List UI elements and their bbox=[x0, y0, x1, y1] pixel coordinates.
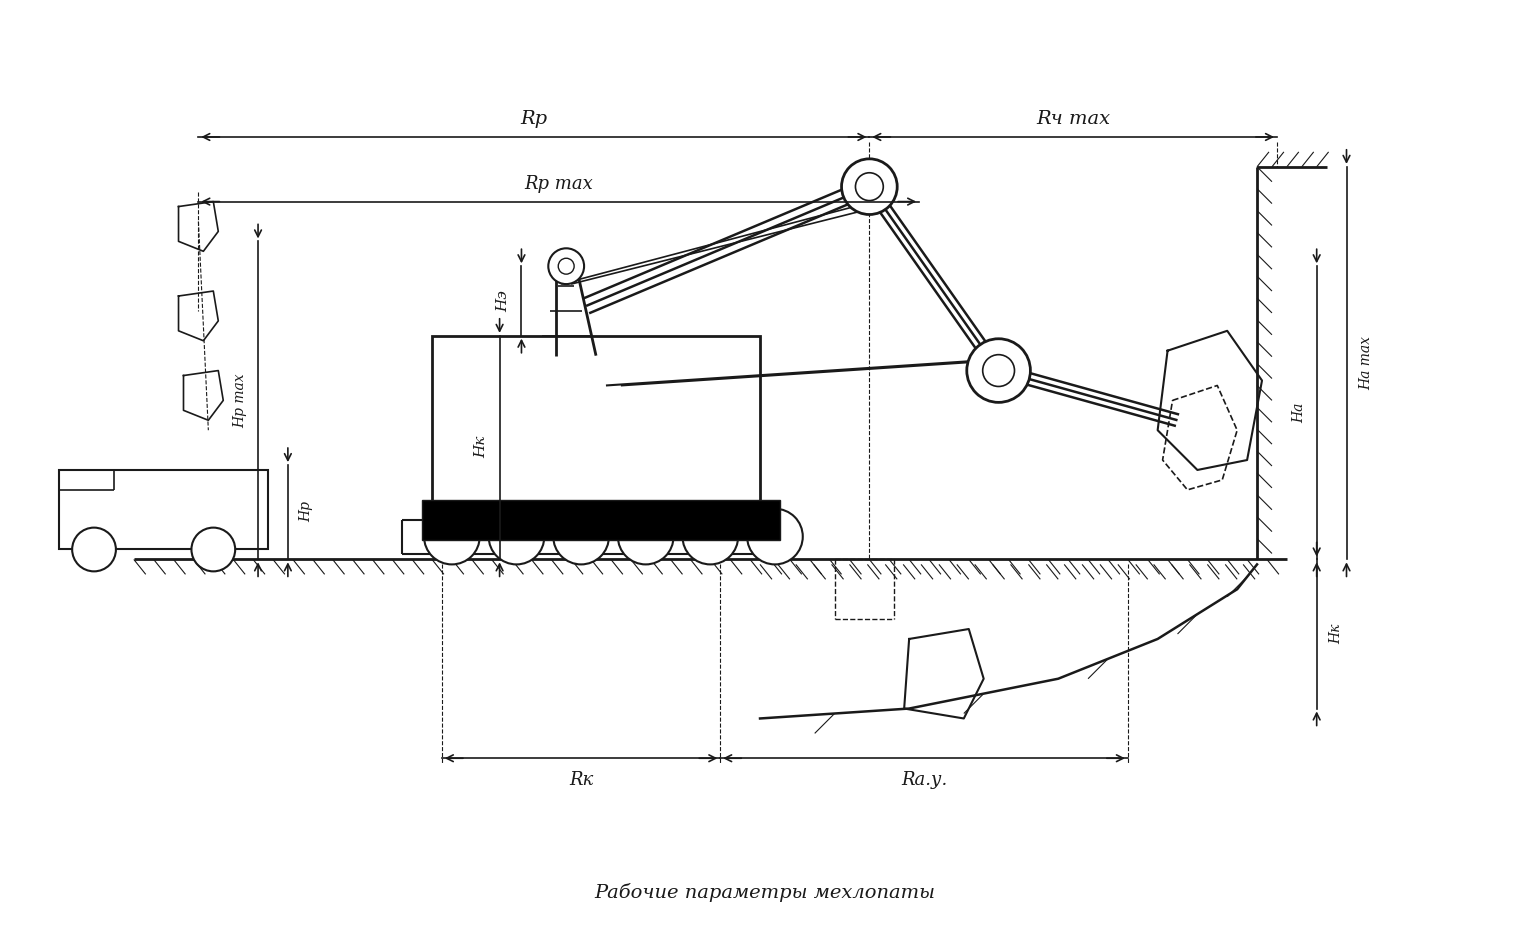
Text: Нр: Нр bbox=[298, 501, 312, 523]
Text: Нр max: Нр max bbox=[233, 373, 248, 428]
Bar bbox=[422, 499, 780, 539]
Text: Нк: Нк bbox=[474, 436, 488, 458]
Bar bbox=[431, 336, 760, 505]
Circle shape bbox=[191, 527, 236, 571]
Text: Нэ: Нэ bbox=[497, 290, 511, 312]
Text: Рабочие параметры мехлопаты: Рабочие параметры мехлопаты bbox=[595, 883, 935, 902]
Bar bbox=[60, 470, 268, 550]
Circle shape bbox=[842, 159, 897, 215]
Circle shape bbox=[424, 509, 480, 565]
Circle shape bbox=[747, 509, 803, 565]
Circle shape bbox=[967, 339, 1030, 403]
Text: Rч max: Rч max bbox=[1036, 110, 1111, 128]
Text: На max: На max bbox=[1359, 336, 1374, 390]
Circle shape bbox=[72, 527, 116, 571]
Text: Rр max: Rр max bbox=[525, 175, 594, 193]
Text: Rр: Rр bbox=[520, 110, 548, 128]
Circle shape bbox=[682, 509, 737, 565]
Text: Rа.у.: Rа.у. bbox=[901, 771, 947, 790]
Circle shape bbox=[548, 248, 584, 284]
Text: На: На bbox=[1291, 402, 1305, 422]
Text: Rк: Rк bbox=[569, 771, 594, 790]
Circle shape bbox=[488, 509, 545, 565]
Text: Нк: Нк bbox=[1330, 624, 1343, 644]
Circle shape bbox=[618, 509, 673, 565]
Circle shape bbox=[554, 509, 609, 565]
